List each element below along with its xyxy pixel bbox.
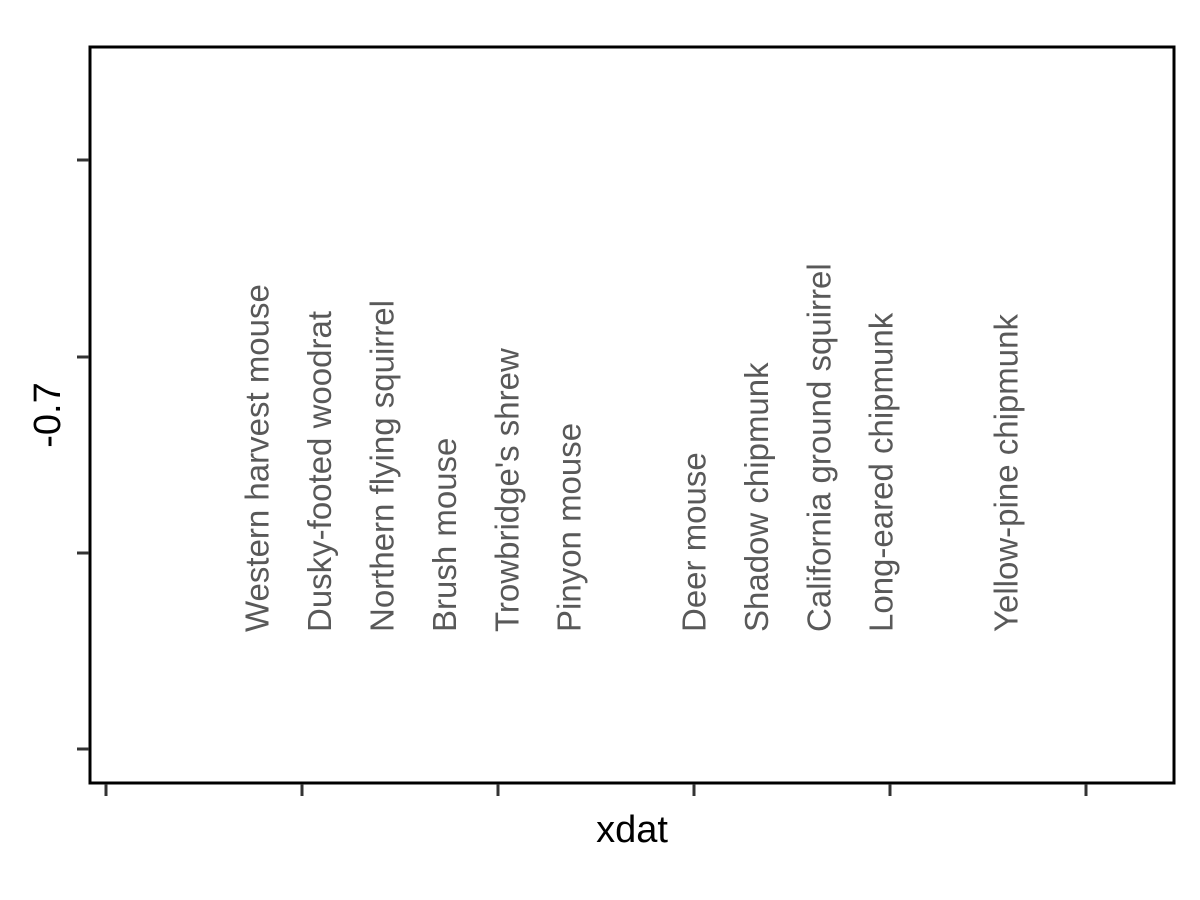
species-label-8: Shadow chipmunk — [738, 362, 775, 632]
plot-panel-border — [88, 45, 1176, 785]
species-label-4: Brush mouse — [426, 438, 463, 632]
species-label-9: California ground squirrel — [800, 263, 837, 632]
species-label-2: Dusky-footed woodrat — [301, 311, 338, 632]
species-label-11: Yellow-pine chipmunk — [988, 314, 1025, 632]
species-labels: Western harvest mouse Dusky-footed woodra… — [239, 263, 1025, 632]
species-label-3: Northern flying squirrel — [364, 300, 401, 632]
x-axis-title: xdat — [596, 809, 668, 851]
species-label-7: Deer mouse — [676, 452, 713, 632]
y-axis-ticks — [77, 158, 89, 751]
species-label-6: Pinyon mouse — [551, 423, 588, 632]
x-axis-ticks — [104, 784, 1088, 796]
species-label-10: Long-eared chipmunk — [863, 312, 900, 632]
species-label-5: Trowbridge's shrew — [488, 348, 525, 632]
y-axis-title: -0.7 — [27, 382, 69, 447]
species-label-1: Western harvest mouse — [239, 284, 276, 632]
